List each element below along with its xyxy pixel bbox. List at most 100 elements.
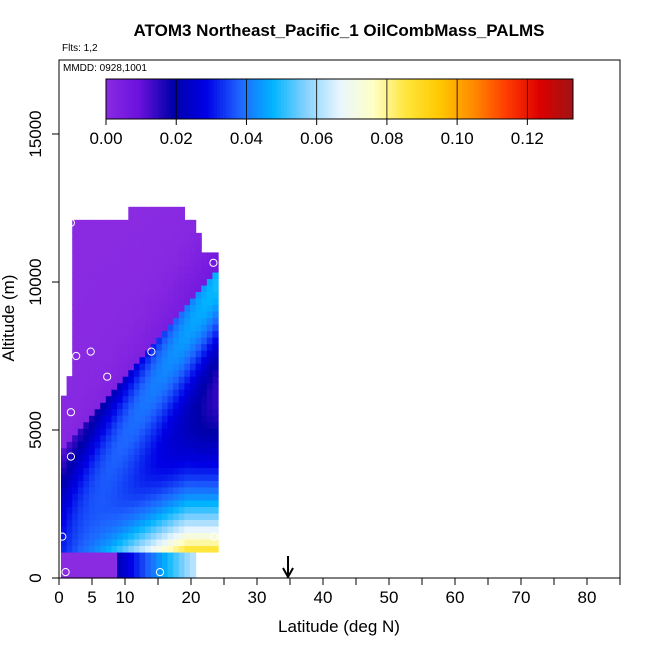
heatmap-cell bbox=[83, 304, 90, 312]
heatmap-cell bbox=[150, 486, 157, 494]
heatmap-cell bbox=[66, 525, 73, 534]
colorbar-segment bbox=[345, 79, 349, 119]
heatmap-cell bbox=[184, 447, 191, 455]
heatmap-cell bbox=[72, 428, 79, 436]
heatmap-cell bbox=[206, 304, 214, 312]
colorbar-segment bbox=[508, 79, 513, 119]
heatmap-cell bbox=[133, 297, 141, 306]
heatmap-cell bbox=[195, 428, 202, 436]
heatmap-cell bbox=[111, 447, 118, 455]
heatmap-cell bbox=[167, 460, 174, 468]
colorbar-segment bbox=[120, 79, 125, 119]
heatmap-cell bbox=[156, 219, 163, 227]
heatmap-cell bbox=[117, 564, 124, 573]
heatmap-cell bbox=[161, 304, 169, 312]
heatmap-cell bbox=[66, 571, 73, 579]
heatmap-cell bbox=[195, 356, 202, 364]
heatmap-cell bbox=[89, 571, 96, 579]
heatmap-cell bbox=[139, 206, 146, 214]
heatmap-cell bbox=[83, 415, 90, 423]
heatmap-cell bbox=[117, 311, 124, 319]
heatmap-cell bbox=[100, 545, 107, 553]
heatmap-cell bbox=[201, 350, 208, 358]
colorbar-segment bbox=[374, 79, 378, 119]
sample-point bbox=[61, 568, 70, 577]
heatmap-cell bbox=[173, 434, 180, 442]
heatmap-cell bbox=[206, 369, 214, 377]
heatmap-cell bbox=[100, 506, 107, 514]
heatmap-cell bbox=[77, 473, 85, 481]
y-tick-label: 10000 bbox=[26, 258, 45, 305]
heatmap-cell bbox=[212, 324, 219, 332]
heatmap-cell bbox=[133, 213, 141, 221]
heatmap-cell bbox=[133, 226, 141, 234]
heatmap-cell bbox=[83, 363, 90, 371]
heatmap-cell bbox=[161, 460, 169, 468]
heatmap-cell bbox=[94, 356, 101, 364]
heatmap-cell bbox=[77, 324, 85, 332]
heatmap-cell bbox=[133, 232, 141, 240]
heatmap-cell bbox=[122, 356, 129, 364]
heatmap-cell bbox=[128, 525, 135, 534]
heatmap-cell bbox=[190, 252, 197, 260]
heatmap-cell bbox=[184, 551, 191, 560]
heatmap-cell bbox=[173, 480, 180, 488]
heatmap-cell bbox=[201, 369, 208, 377]
heatmap-cell bbox=[150, 519, 157, 527]
heatmap-cell bbox=[133, 265, 141, 273]
heatmap-cell bbox=[72, 278, 79, 286]
colorbar-segment bbox=[266, 79, 270, 119]
heatmap-cell bbox=[173, 473, 180, 481]
colorbar-segment bbox=[246, 79, 250, 119]
heatmap-cell bbox=[173, 239, 180, 247]
heatmap-cell bbox=[173, 499, 180, 507]
heatmap-cell bbox=[105, 434, 113, 442]
heatmap-cell bbox=[128, 493, 135, 501]
heatmap-cell bbox=[105, 337, 113, 345]
heatmap-cell bbox=[212, 447, 219, 455]
heatmap-cell bbox=[72, 493, 79, 501]
heatmap-cell bbox=[111, 473, 118, 481]
heatmap-cell bbox=[72, 441, 79, 449]
heatmap-cell bbox=[195, 499, 202, 507]
heatmap-cell bbox=[145, 519, 152, 527]
heatmap-cell bbox=[145, 532, 152, 540]
heatmap-cell bbox=[206, 519, 214, 527]
heatmap-cell bbox=[128, 538, 135, 547]
colorbar-segment bbox=[132, 79, 136, 119]
heatmap-cell bbox=[111, 467, 118, 475]
heatmap-cell bbox=[100, 271, 107, 280]
heatmap-cell bbox=[201, 538, 208, 547]
heatmap-cell bbox=[122, 525, 129, 534]
heatmap-cell bbox=[178, 337, 185, 345]
heatmap-cell bbox=[122, 545, 129, 553]
heatmap-cell bbox=[117, 265, 124, 273]
colorbar-segment bbox=[397, 79, 402, 119]
colorbar-segment bbox=[354, 79, 358, 119]
heatmap-cell bbox=[139, 545, 146, 553]
heatmap-cell bbox=[145, 434, 152, 442]
heatmap-cell bbox=[100, 499, 107, 507]
heatmap-cell bbox=[94, 324, 101, 332]
heatmap-cell bbox=[60, 538, 68, 547]
heatmap-cell bbox=[178, 304, 185, 312]
heatmap-cell bbox=[190, 493, 197, 501]
heatmap-cell bbox=[156, 258, 163, 267]
heatmap-cell bbox=[156, 486, 163, 494]
heatmap-cell bbox=[83, 473, 90, 481]
heatmap-cell bbox=[72, 389, 79, 397]
heatmap-cell bbox=[105, 454, 113, 462]
heatmap-cell bbox=[173, 519, 180, 527]
heatmap-cell bbox=[111, 460, 118, 468]
colorbar-segment bbox=[202, 79, 206, 119]
heatmap-cell bbox=[72, 252, 79, 260]
heatmap-cell bbox=[212, 402, 219, 410]
colorbar-tick-label: 0.02 bbox=[160, 129, 193, 148]
heatmap-cell bbox=[77, 415, 85, 423]
heatmap-cell bbox=[156, 343, 163, 351]
heatmap-cell bbox=[173, 324, 180, 332]
heatmap-cell bbox=[178, 356, 185, 364]
heatmap-cell bbox=[83, 297, 90, 306]
heatmap-cell bbox=[117, 428, 124, 436]
heatmap-cell bbox=[66, 506, 73, 514]
